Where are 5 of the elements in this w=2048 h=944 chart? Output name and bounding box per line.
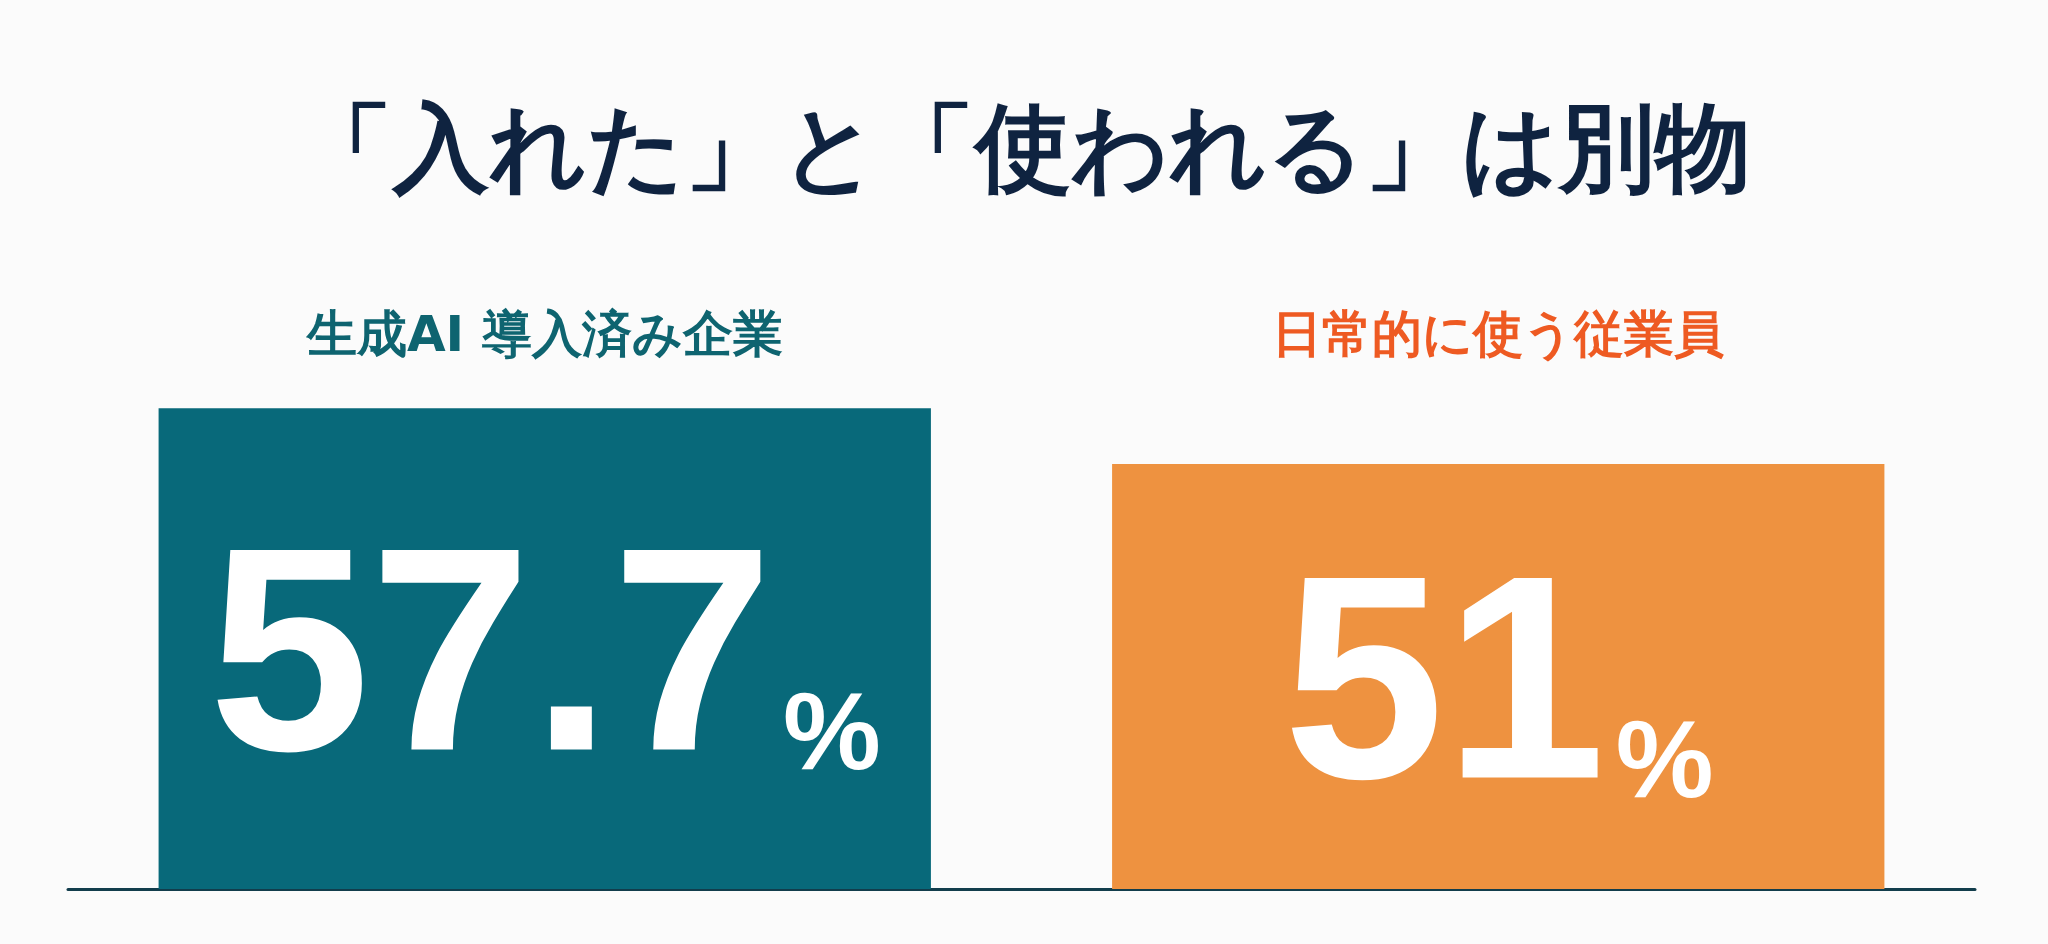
chart-title: 「入れた」と「使われる」は別物 <box>297 92 1751 204</box>
x-tick-label: 生成AI 導入済み企業 <box>304 305 783 363</box>
x-tick-label: 日常的に使う従業員 <box>1272 305 1725 363</box>
data-label: 51% <box>1283 514 1714 839</box>
data-label: 57.7% <box>208 486 881 811</box>
